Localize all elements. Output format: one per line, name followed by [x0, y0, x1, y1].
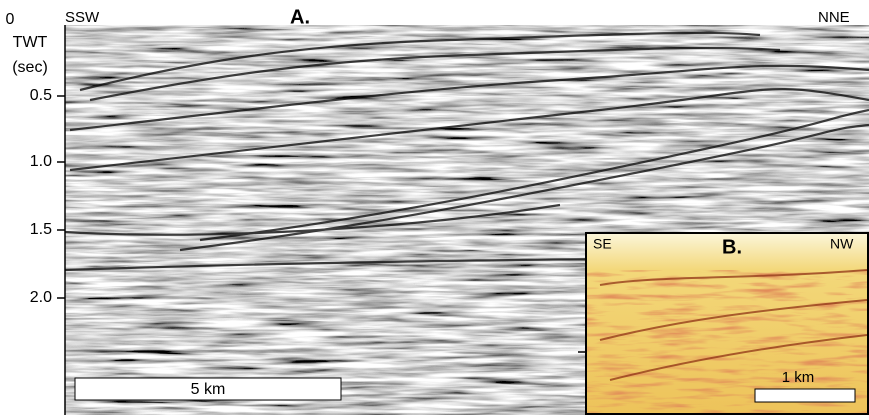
- direction-label: SSW: [65, 9, 100, 26]
- tick-label: 0: [6, 11, 15, 28]
- scale-bar: [754, 388, 856, 403]
- tick-label: 1.0: [30, 153, 52, 170]
- tick-label: 0.5: [30, 87, 52, 104]
- direction-label: NW: [830, 236, 854, 252]
- scale-bar-label: 5 km: [191, 381, 226, 398]
- inset-b: [578, 232, 869, 415]
- time-axis: TWT (sec) 0 0.5 1.0 1.5 2.0: [6, 11, 65, 306]
- scale-bar-label: 1 km: [782, 369, 815, 386]
- panel-label: B.: [722, 236, 742, 258]
- direction-label: SE: [593, 236, 612, 252]
- tick-label: 2.0: [30, 289, 52, 306]
- scale-bar: [74, 377, 342, 401]
- panel-label: A.: [290, 6, 310, 28]
- tick-label: 1.5: [30, 221, 52, 238]
- seismic-section-a: [64, 25, 869, 415]
- axis-title: (sec): [12, 59, 48, 76]
- direction-label: NNE: [818, 9, 850, 26]
- axis-title: TWT: [13, 34, 48, 51]
